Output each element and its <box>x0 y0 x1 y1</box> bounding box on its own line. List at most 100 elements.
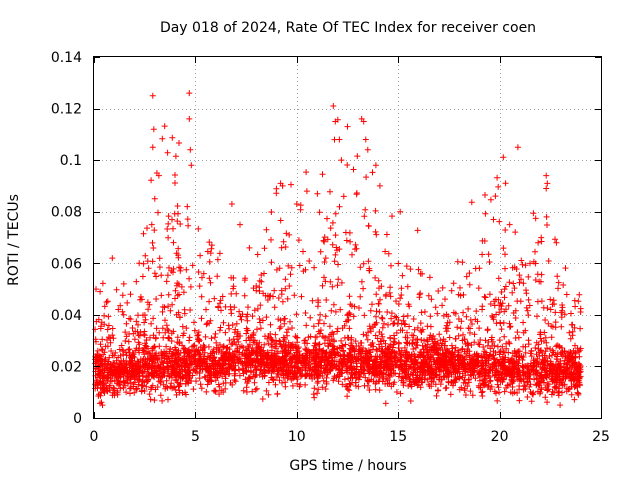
data-point <box>237 221 243 228</box>
data-point <box>236 372 243 379</box>
data-point <box>377 369 384 376</box>
data-point <box>434 310 441 317</box>
data-point <box>483 369 489 376</box>
data-point <box>385 346 392 353</box>
data-point <box>455 332 462 339</box>
data-point <box>527 381 534 388</box>
data-point <box>512 315 519 321</box>
data-point <box>376 285 382 292</box>
data-point <box>532 248 538 255</box>
data-point <box>523 363 530 370</box>
data-point <box>440 336 447 343</box>
data-point <box>314 369 321 375</box>
data-point <box>557 402 564 409</box>
data-point <box>461 387 468 394</box>
data-point <box>280 334 287 341</box>
x-tick-label: 25 <box>592 429 610 445</box>
data-point <box>278 244 285 251</box>
data-point <box>551 301 558 307</box>
data-point <box>321 259 328 265</box>
data-point <box>267 321 274 328</box>
data-point <box>545 320 552 327</box>
data-point <box>428 368 434 375</box>
data-point <box>271 304 278 311</box>
data-point <box>455 316 462 322</box>
data-point <box>375 300 382 307</box>
data-point <box>417 290 424 297</box>
data-point <box>211 295 218 302</box>
data-point <box>395 301 402 307</box>
data-point <box>365 258 372 265</box>
data-point <box>322 313 329 320</box>
data-point <box>147 386 154 393</box>
data-point <box>557 358 564 364</box>
data-point <box>257 302 264 309</box>
data-point <box>259 358 266 365</box>
data-point <box>258 361 265 368</box>
data-point <box>177 221 184 227</box>
data-point <box>101 312 108 319</box>
data-point <box>357 293 364 300</box>
x-axis-label: GPS time / hours <box>289 458 406 474</box>
data-point <box>204 381 211 388</box>
data-point <box>122 362 129 369</box>
data-point <box>226 366 233 372</box>
data-point <box>343 363 350 370</box>
data-point <box>195 358 202 365</box>
data-point <box>531 357 538 364</box>
data-point <box>177 264 184 271</box>
data-point <box>418 309 425 316</box>
data-point <box>366 387 373 393</box>
data-point <box>451 377 458 384</box>
data-point <box>535 345 542 352</box>
data-point <box>567 372 574 379</box>
data-point <box>149 382 156 389</box>
data-point <box>200 270 207 277</box>
data-point <box>309 366 316 372</box>
data-point <box>388 315 395 322</box>
data-point <box>306 258 313 264</box>
data-point <box>327 367 334 374</box>
data-point <box>222 375 229 382</box>
data-point <box>177 380 184 387</box>
data-point <box>530 210 537 217</box>
data-point <box>268 370 275 376</box>
data-point <box>571 324 578 331</box>
data-point <box>490 348 497 355</box>
data-point <box>384 309 391 315</box>
data-point <box>472 375 479 382</box>
data-point <box>344 123 351 130</box>
data-point <box>196 283 203 290</box>
data-point <box>160 352 167 359</box>
data-point <box>316 317 323 323</box>
data-point <box>317 311 324 318</box>
x-tick-label: 10 <box>288 429 306 445</box>
data-point <box>237 313 244 320</box>
data-point <box>353 190 360 196</box>
data-point <box>123 389 130 396</box>
data-point <box>571 384 578 391</box>
data-point <box>259 317 266 324</box>
data-point <box>176 363 183 370</box>
data-point <box>274 368 281 375</box>
data-point <box>128 355 135 362</box>
data-point <box>301 337 308 344</box>
data-point <box>104 343 111 350</box>
data-point <box>164 272 171 279</box>
data-point <box>382 361 389 368</box>
data-point <box>165 220 172 227</box>
data-point <box>237 343 243 350</box>
data-point <box>151 343 158 350</box>
y-tick-label: 0.1 <box>60 153 82 169</box>
data-point <box>214 363 221 370</box>
data-point <box>508 377 515 384</box>
data-point <box>439 284 446 291</box>
data-point <box>519 261 526 268</box>
data-point <box>140 377 146 384</box>
data-point <box>206 258 213 265</box>
data-point <box>120 372 127 379</box>
data-point <box>558 314 565 321</box>
data-point <box>538 372 545 379</box>
data-point <box>549 347 556 354</box>
data-point <box>353 343 360 349</box>
